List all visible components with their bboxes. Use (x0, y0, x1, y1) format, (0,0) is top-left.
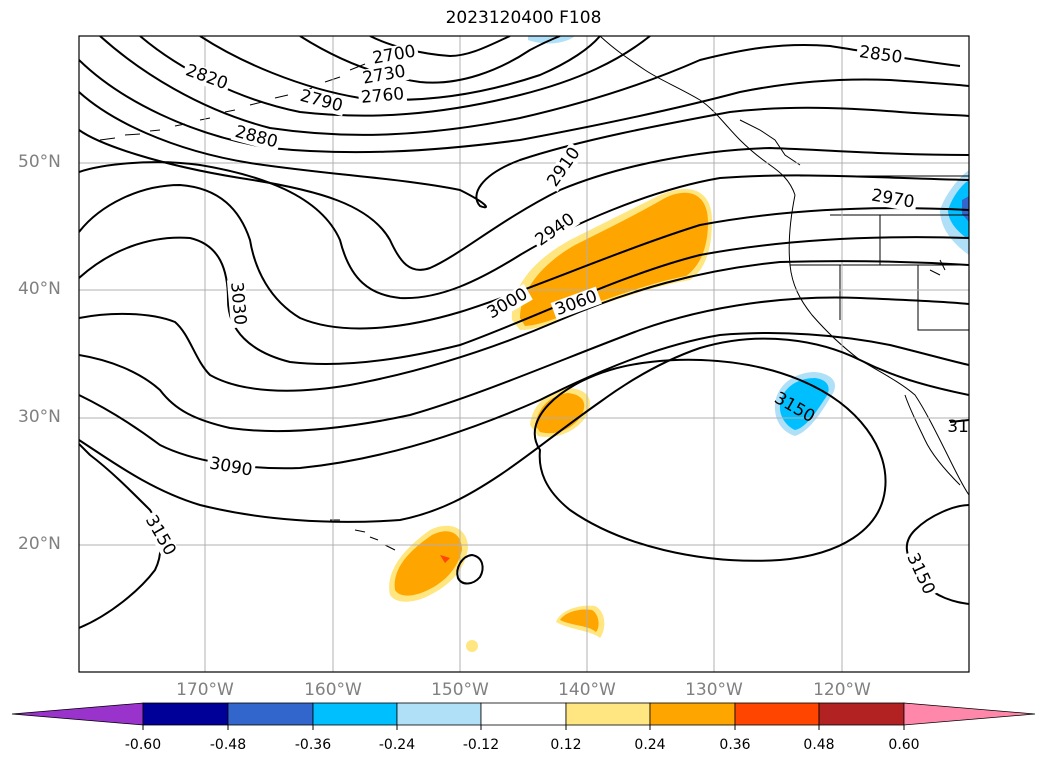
colorbar-tick-label: -0.24 (378, 737, 416, 753)
svg-text:31: 31 (947, 417, 969, 437)
lat-label-40n: 40°N (18, 279, 61, 299)
colorbar (11, 702, 1036, 726)
lon-label-130w: 130°W (685, 680, 743, 700)
colorbar-segment (396, 702, 482, 726)
colorbar-segment (227, 702, 314, 726)
contour-line (533, 358, 887, 562)
positive-anomaly-plume-core (520, 192, 708, 326)
colorbar-tick-label: 0.24 (634, 737, 666, 753)
colorbar-segment (649, 702, 736, 726)
contour-line (79, 129, 969, 271)
colorbar-tick-label: 0.60 (888, 737, 920, 753)
colorbar-segment (312, 702, 398, 726)
svg-text:3150: 3150 (141, 512, 180, 559)
svg-text:3090: 3090 (208, 453, 254, 480)
anomaly-shading (389, 36, 969, 652)
contour-labels: 2700 2730 2760 2790 2820 2850 2880 2910 … (140, 41, 969, 600)
bc-coast (739, 119, 801, 166)
colorbar-min-arrow (11, 702, 144, 726)
contour-line (79, 296, 969, 433)
svg-text:2820: 2820 (183, 61, 230, 95)
colorbar-segment (142, 702, 229, 726)
colorbar-tick-label: -0.60 (124, 737, 162, 753)
contour-label: 2880 (230, 122, 282, 153)
contour-line (79, 91, 969, 209)
contour-label: 3090 (205, 453, 257, 481)
svg-text:2760: 2760 (360, 84, 405, 108)
height-contours (79, 36, 969, 629)
hawaii-anomaly-core (394, 531, 462, 596)
negative-anomaly-blob-core (779, 378, 829, 430)
lon-label-120w: 120°W (813, 680, 871, 700)
contour-line (199, 36, 601, 101)
svg-text:2850: 2850 (858, 42, 904, 68)
contour-line (299, 36, 561, 84)
hawaii-anomaly-red (440, 555, 450, 563)
lon-label-150w: 150°W (431, 680, 489, 700)
colorbar-tick-label: 0.48 (803, 737, 835, 753)
lat-label-50n: 50°N (18, 152, 61, 172)
hawaii-contour (456, 553, 484, 585)
contour-label: 2760 (357, 84, 408, 108)
colorbar-tick-label: 0.12 (550, 737, 582, 753)
contour-line (79, 260, 969, 392)
contour-label: 2820 (181, 61, 233, 95)
state-borders (790, 214, 969, 331)
colorbar-tick-label: 0.36 (719, 737, 751, 753)
contour-line (949, 419, 969, 423)
lat-label-20n: 20°N (18, 534, 61, 554)
contour-label: 3150 (140, 510, 181, 561)
contour-label: 31 (947, 417, 969, 437)
contour-label: 2850 (855, 42, 906, 68)
hawaii-small-islands (330, 519, 396, 551)
colorbar-segment (734, 702, 820, 726)
svg-text:3150: 3150 (902, 550, 938, 598)
colorbar-tick-label: -0.36 (294, 737, 332, 753)
baja-coast (904, 394, 961, 486)
lon-label-170w: 170°W (176, 680, 234, 700)
map-title: 2023120400 F108 (445, 8, 602, 28)
colorbar-segment (480, 702, 567, 726)
contour-line (369, 36, 511, 58)
contour-line (99, 36, 961, 136)
lon-label-160w: 160°W (304, 680, 362, 700)
alaska-coast (599, 36, 796, 196)
colorbar-tick-label: -0.48 (209, 737, 247, 753)
colorbar-tick-label: -0.12 (462, 737, 500, 753)
svg-text:2880: 2880 (233, 122, 280, 153)
contour-label: 2730 (358, 61, 410, 89)
contour-label: 3030 (226, 278, 250, 329)
plot-border (78, 35, 970, 673)
graticule (79, 36, 969, 672)
contour-line (79, 59, 969, 154)
colorbar-segment (565, 702, 651, 726)
contour-line (79, 337, 969, 523)
south-anomaly-core (560, 609, 599, 632)
colorbar-segment (818, 702, 905, 726)
tiny-anomaly (466, 640, 478, 652)
contour-label: 3150 (902, 548, 939, 600)
contour-label: 2910 (542, 142, 586, 192)
contour-line (79, 443, 162, 629)
lon-label-140w: 140°W (558, 680, 616, 700)
contour-line (79, 236, 969, 365)
contour-line (79, 183, 969, 330)
cuba-baja-edge (929, 259, 946, 276)
colorbar-ticks (142, 725, 905, 730)
contour-line (79, 161, 969, 300)
colorbar-max-arrow (903, 702, 1036, 726)
contour-line (79, 332, 969, 470)
lat-label-30n: 30°N (18, 407, 61, 427)
svg-text:3030: 3030 (226, 281, 250, 326)
